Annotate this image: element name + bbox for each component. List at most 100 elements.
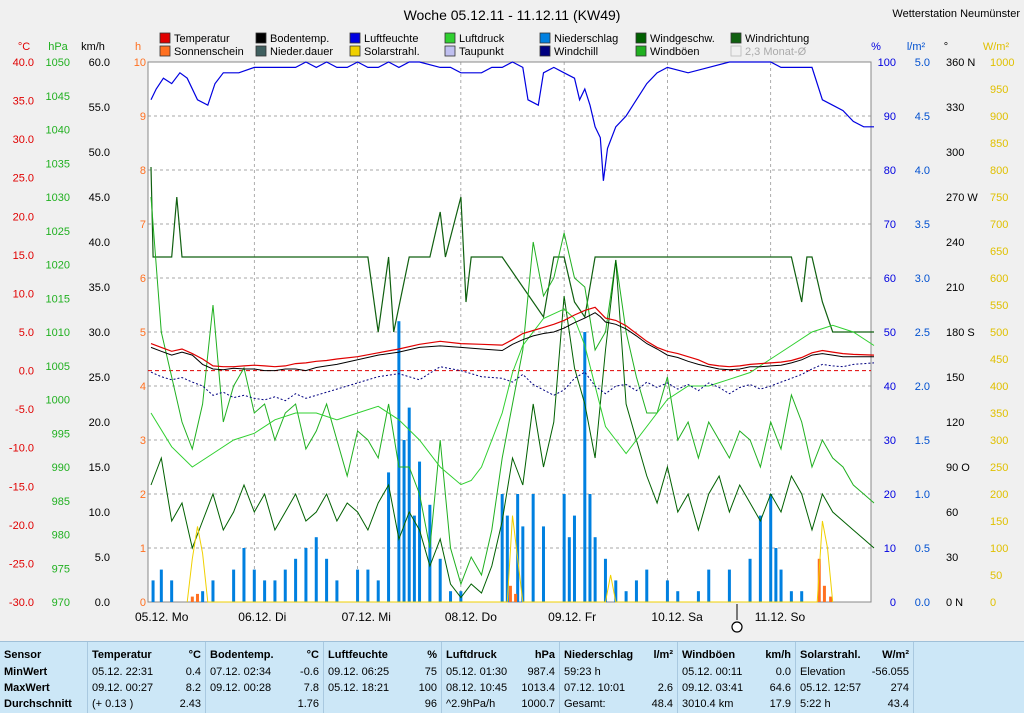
axis-tick-label: 350 [990,408,1008,420]
precip-bar [645,569,649,602]
precip-bar [242,548,246,602]
axis-tick-label: 35.0 [13,96,34,108]
axis-tick-label: 50 [990,570,1002,582]
axis-tick-label: 60.0 [89,57,110,69]
precip-bar [769,494,773,602]
axis-tick-label: 10.0 [89,507,110,519]
stats-cell: 05.12. 12:57 274 [800,682,909,694]
axis-tick-label: 55.0 [89,102,110,114]
temperature-line [150,306,875,368]
precip-bar [603,558,607,602]
legend-swatch [444,45,456,57]
stats-cell: 5:22 h 43.4 [800,698,909,710]
legend-item: Windgeschw. [635,32,715,45]
legend-swatch [349,45,361,57]
axis-tick-label: 2.0 [915,381,930,393]
precip-bar [283,569,287,602]
stats-cell: 05.12. 01:30 987.4 [446,666,555,678]
legend-item: Taupunkt [444,45,504,58]
stats-column: Luftfeuchte% 09.12. 06:25 75 05.12. 18:21 10… [324,642,442,713]
stats-header: Niederschlag l/m² [564,649,673,661]
axis-tick-label: 1020 [46,260,70,272]
precip-bar [335,580,339,602]
axis-tick-label: 25.0 [89,372,110,384]
axis-tick-label: 90 [884,111,896,123]
precip-bar [505,515,509,602]
sunshine-bar [829,596,833,602]
axis-tick-label: 30.0 [89,327,110,339]
axis-tick-label: 40.0 [89,237,110,249]
axis-tick-label: 600 [990,273,1008,285]
precip-bar [449,591,453,602]
precip-bar [201,591,205,602]
stats-header: Temperatur °C [92,649,201,661]
precip-bar [170,580,174,602]
precip-bar [774,548,778,602]
axis-tick-label: 50 [884,327,896,339]
precip-bar [366,569,370,602]
legend-label: Taupunkt [459,46,504,58]
stats-header: Solarstrahl. W/m² [800,649,909,661]
stats-column: Niederschlag l/m² 59:23 h 07.12. 10:01 2.6 Ge… [560,642,678,713]
axis-tick-label: 1050 [46,57,70,69]
axis-tick-label: 150 [990,516,1008,528]
stats-cell: 96 [424,698,437,710]
axis-tick-label: 1000 [46,395,70,407]
wind-speed-line [150,259,875,599]
axis-tick-label: 0 [140,597,146,609]
precip-bar [252,569,256,602]
axis-tick-label: 100 [878,57,896,69]
axis-unit-label: % [871,41,881,53]
scroll-circle-button[interactable] [731,604,743,633]
axis-tick-label: 1.0 [915,489,930,501]
legend-swatch [444,32,456,44]
axis-tick-label: 60 [946,507,958,519]
legend-swatch [159,45,171,57]
axis-tick-label: 4.0 [915,165,930,177]
axis-tick-label: 550 [990,300,1008,312]
axis-tick-label: 30 [884,435,896,447]
axis-unit-label: km/h [81,41,105,53]
axis-tick-label: 300 [946,147,964,159]
precip-bar [159,569,163,602]
axis-unit-label: W/m² [983,41,1010,53]
axis-tick-label: 60 [884,273,896,285]
axis-tick-label: 100 [990,543,1008,555]
axis-tick-label: 210 [946,282,964,294]
legend-item: Windrichtung [730,32,809,45]
stats-row-label: Sensor [4,649,42,661]
legend-item: Temperatur [159,32,230,45]
stats-header: Luftfeuchte% [328,649,437,661]
legend-swatch [255,32,267,44]
precip-bar [397,321,401,602]
legend-item: 2,3 Monat-Ø [730,45,807,58]
precip-bar [516,494,520,602]
axis-tick-label: 40.0 [13,57,34,69]
precip-bar [459,591,463,602]
axis-tick-label: 150 [946,372,964,384]
axes: 40.035.030.025.020.015.010.05.00.0-5.0-1… [9,41,1015,624]
precip-bar [407,407,411,602]
stats-row-labels: Sensor MinWert MaxWert Durchschnitt [0,642,88,713]
axis-tick-label: 5 [140,327,146,339]
axis-tick-label: 250 [990,462,1008,474]
axis-tick-label: 4.5 [915,111,930,123]
precip-bar [211,580,215,602]
axis-tick-label: 700 [990,219,1008,231]
stats-cell: 1.76 [297,698,319,710]
axis-tick-label: 10 [134,57,146,69]
stats-cell: 07.12. 02:34 -0.6 [210,666,319,678]
axis-tick-label: 970 [52,597,70,609]
legend-label: 2,3 Monat-Ø [745,46,807,58]
pressure-line [150,308,875,486]
axis-unit-label: ° [944,41,948,53]
series-lines [150,61,875,603]
circle-icon [731,621,743,633]
precip-bar [634,580,638,602]
axis-tick-label: -20.0 [9,520,34,532]
legend-item: Windböen [635,45,700,58]
axis-tick-label: 1005 [46,361,70,373]
stats-row-label: Durchschnitt [4,698,72,710]
axis-unit-label: °C [18,41,30,53]
legend-item: Luftfeuchte [349,32,418,45]
